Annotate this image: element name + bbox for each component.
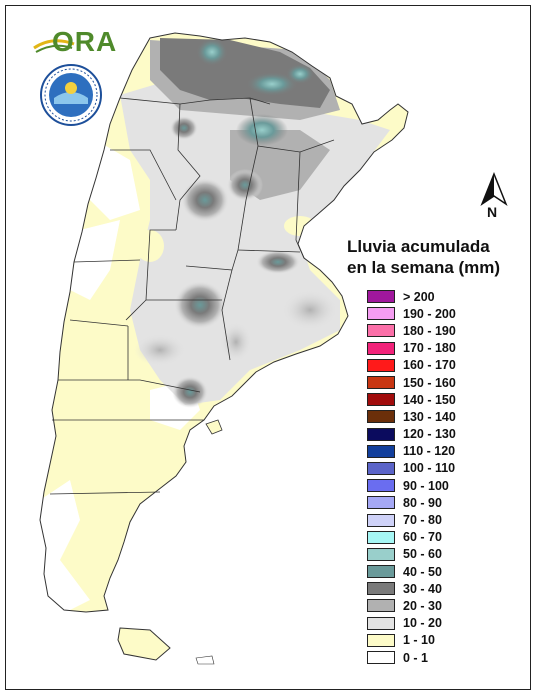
legend-item: 60 - 70 bbox=[367, 529, 497, 546]
legend-label: 160 - 170 bbox=[403, 358, 456, 373]
north-arrow-icon bbox=[480, 172, 508, 206]
legend-label: 100 - 110 bbox=[403, 461, 456, 476]
legend-item: 30 - 40 bbox=[367, 580, 497, 597]
legend-item: 110 - 120 bbox=[367, 443, 497, 460]
legend-label: 130 - 140 bbox=[403, 409, 456, 424]
legend-swatch bbox=[367, 307, 395, 321]
legend-label: 30 - 40 bbox=[403, 581, 442, 596]
institution-seal-icon bbox=[40, 64, 102, 126]
legend-swatch bbox=[367, 599, 395, 613]
legend-item: 170 - 180 bbox=[367, 340, 497, 357]
legend-label: 50 - 60 bbox=[403, 547, 442, 562]
legend-label: 180 - 190 bbox=[403, 323, 456, 338]
legend-swatch bbox=[367, 376, 395, 390]
legend-swatch bbox=[367, 410, 395, 424]
legend-item: 40 - 50 bbox=[367, 563, 497, 580]
legend-swatch bbox=[367, 358, 395, 372]
legend-item: 190 - 200 bbox=[367, 305, 497, 322]
legend-swatch bbox=[367, 513, 395, 527]
legend-item: 1 - 10 bbox=[367, 632, 497, 649]
legend-label: 120 - 130 bbox=[403, 427, 456, 442]
legend-swatch bbox=[367, 565, 395, 579]
legend-item: 80 - 90 bbox=[367, 494, 497, 511]
legend-item: 130 - 140 bbox=[367, 408, 497, 425]
legend-item: 0 - 1 bbox=[367, 649, 497, 666]
legend-swatch bbox=[367, 496, 395, 510]
legend-item: 20 - 30 bbox=[367, 597, 497, 614]
north-label: N bbox=[487, 204, 498, 220]
legend-item: 70 - 80 bbox=[367, 511, 497, 528]
legend-swatch bbox=[367, 324, 395, 338]
legend-item: 100 - 110 bbox=[367, 460, 497, 477]
legend-label: 1 - 10 bbox=[403, 633, 435, 648]
legend-swatch bbox=[367, 461, 395, 475]
legend-label: 110 - 120 bbox=[403, 444, 456, 459]
legend-label: 170 - 180 bbox=[403, 341, 456, 356]
legend-swatch bbox=[367, 393, 395, 407]
legend-swatch bbox=[367, 547, 395, 561]
legend-swatch bbox=[367, 444, 395, 458]
legend-item: 90 - 100 bbox=[367, 477, 497, 494]
legend-label: 190 - 200 bbox=[403, 306, 456, 321]
legend-swatch bbox=[367, 290, 395, 304]
legend-swatch bbox=[367, 616, 395, 630]
legend-label: 80 - 90 bbox=[403, 495, 442, 510]
legend-swatch bbox=[367, 530, 395, 544]
legend-item: 10 - 20 bbox=[367, 615, 497, 632]
legend-item: 180 - 190 bbox=[367, 322, 497, 339]
legend-item: 50 - 60 bbox=[367, 546, 497, 563]
legend-label: 70 - 80 bbox=[403, 513, 442, 528]
legend-item: 150 - 160 bbox=[367, 374, 497, 391]
legend-swatch bbox=[367, 479, 395, 493]
legend-label: 140 - 150 bbox=[403, 392, 456, 407]
legend-label: 40 - 50 bbox=[403, 564, 442, 579]
legend-title-line1: Lluvia acumulada bbox=[347, 237, 490, 256]
legend-label: 10 - 20 bbox=[403, 616, 442, 631]
legend-swatch bbox=[367, 651, 395, 665]
ora-logo-text: ORA bbox=[52, 26, 118, 57]
legend-label: 20 - 30 bbox=[403, 598, 442, 613]
legend-label: 0 - 1 bbox=[403, 650, 429, 665]
legend-label: > 200 bbox=[403, 289, 435, 304]
legend: > 200 190 - 200 180 - 190 170 - 180 160 - 17… bbox=[367, 288, 497, 666]
legend-title: Lluvia acumulada en la semana (mm) bbox=[347, 236, 500, 278]
legend-label: 60 - 70 bbox=[403, 530, 442, 545]
legend-label: 90 - 100 bbox=[403, 478, 449, 493]
legend-item: 160 - 170 bbox=[367, 357, 497, 374]
legend-item: 140 - 150 bbox=[367, 391, 497, 408]
ora-logo-swoosh-icon bbox=[33, 39, 75, 53]
legend-swatch bbox=[367, 427, 395, 441]
legend-swatch bbox=[367, 341, 395, 355]
legend-swatch bbox=[367, 633, 395, 647]
legend-title-line2: en la semana (mm) bbox=[347, 258, 501, 277]
legend-swatch bbox=[367, 582, 395, 596]
legend-label: 150 - 160 bbox=[403, 375, 456, 390]
legend-item: > 200 bbox=[367, 288, 497, 305]
legend-item: 120 - 130 bbox=[367, 426, 497, 443]
